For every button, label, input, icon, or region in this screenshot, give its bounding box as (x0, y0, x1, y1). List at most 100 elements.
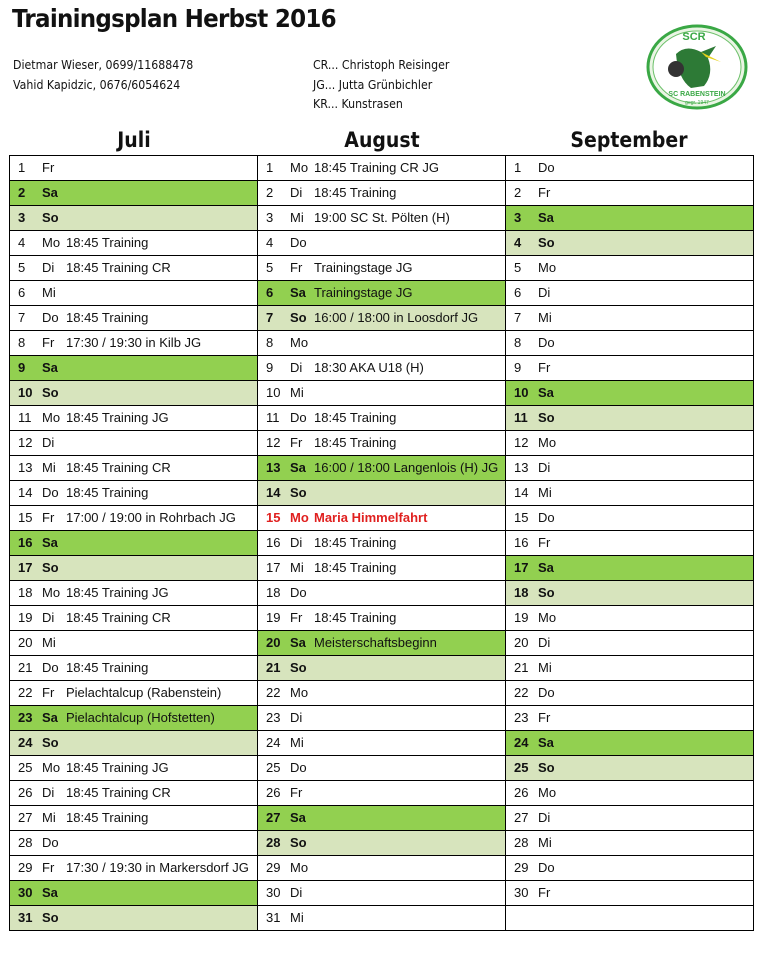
day-row: 28 Do (10, 831, 257, 856)
day-number: 8 (18, 335, 26, 350)
day-row: 11 Mo 18:45 Training JG (10, 406, 257, 431)
day-row: 31 So (10, 906, 257, 931)
day-number: 13 (266, 460, 281, 475)
day-row: 11 So (506, 406, 753, 431)
weekday: Do (538, 685, 555, 700)
day-row: 9 Di 18:30 AKA U18 (H) (258, 356, 505, 381)
weekday: Mo (290, 685, 309, 700)
day-row: 3 So (10, 206, 257, 231)
day-row: 4 Do (258, 231, 505, 256)
weekday: So (290, 660, 307, 675)
day-number: 7 (18, 310, 26, 325)
day-row: 6 Di (506, 281, 753, 306)
day-row: 24 Mi (258, 731, 505, 756)
day-number: 15 (514, 510, 529, 525)
day-row: 27 Di (506, 806, 753, 831)
day-number: 22 (18, 685, 33, 700)
day-row: 8 Mo (258, 331, 505, 356)
day-row: 6 Sa Trainingstage JG (258, 281, 505, 306)
event-text: 18:45 Training CR JG (314, 160, 440, 175)
weekday: Di (42, 260, 55, 275)
day-row: 7 So 16:00 / 18:00 in Loosdorf JG (258, 306, 505, 331)
day-number: 23 (266, 710, 281, 725)
day-number: 17 (514, 560, 529, 575)
day-row: 9 Fr (506, 356, 753, 381)
event-text: 18:45 Training (314, 185, 397, 200)
day-number: 3 (18, 210, 26, 225)
day-row: 14 So (258, 481, 505, 506)
day-row: 23 Di (258, 706, 505, 731)
day-number: 5 (266, 260, 274, 275)
day-row: 26 Fr (258, 781, 505, 806)
weekday: Sa (42, 535, 58, 550)
day-number: 12 (18, 435, 33, 450)
day-number: 27 (18, 810, 33, 825)
weekday: Mo (538, 435, 557, 450)
contacts: Dietmar Wieser, 0699/11688478 Vahid Kapi… (13, 55, 193, 94)
weekday: Di (42, 610, 55, 625)
weekday: So (42, 560, 59, 575)
weekday: Mo (290, 335, 309, 350)
event-text: 18:45 Training JG (66, 410, 169, 425)
day-row: 12 Fr 18:45 Training (258, 431, 505, 456)
day-row: 5 Mo (506, 256, 753, 281)
event-text: 18:45 Training CR (66, 785, 171, 800)
weekday: Fr (538, 885, 551, 900)
day-row: 21 So (258, 656, 505, 681)
weekday: So (538, 585, 555, 600)
weekday: Mi (290, 910, 304, 925)
weekday: Do (290, 235, 307, 250)
day-number: 15 (18, 510, 33, 525)
event-text: 17:00 / 19:00 in Rohrbach JG (66, 510, 236, 525)
day-row: 22 Fr Pielachtalcup (Rabenstein) (10, 681, 257, 706)
event-text: 16:00 / 18:00 in Loosdorf JG (314, 310, 479, 325)
day-number: 1 (266, 160, 274, 175)
day-row: 3 Mi 19:00 SC St. Pölten (H) (258, 206, 505, 231)
day-number: 25 (18, 760, 33, 775)
event-text: 18:45 Training (314, 535, 397, 550)
month-header-august: August (344, 128, 420, 152)
day-number: 22 (514, 685, 529, 700)
day-number: 26 (18, 785, 33, 800)
day-number: 26 (266, 785, 281, 800)
weekday: So (290, 310, 307, 325)
day-number: 30 (18, 885, 33, 900)
weekday: Mi (538, 660, 552, 675)
day-row: 18 Mo 18:45 Training JG (10, 581, 257, 606)
day-number: 14 (18, 485, 33, 500)
weekday: Mo (538, 260, 557, 275)
weekday: Do (42, 660, 59, 675)
day-number: 7 (514, 310, 522, 325)
day-row: 15 Do (506, 506, 753, 531)
day-number: 10 (18, 385, 33, 400)
event-text: Pielachtalcup (Rabenstein) (66, 685, 222, 700)
weekday: Mi (290, 210, 304, 225)
day-row: 4 Mo 18:45 Training (10, 231, 257, 256)
day-number: 21 (266, 660, 281, 675)
weekday: Di (538, 635, 551, 650)
weekday: So (538, 235, 555, 250)
weekday: Mi (290, 735, 304, 750)
day-number: 4 (18, 235, 26, 250)
day-number: 30 (514, 885, 529, 900)
day-number: 28 (18, 835, 33, 850)
day-row: 19 Fr 18:45 Training (258, 606, 505, 631)
day-row: 25 Mo 18:45 Training JG (10, 756, 257, 781)
day-row: 2 Fr (506, 181, 753, 206)
event-text: 17:30 / 19:30 in Markersdorf JG (66, 860, 249, 875)
day-number: 9 (266, 360, 274, 375)
day-row: 7 Mi (506, 306, 753, 331)
event-text: 18:45 Training (314, 610, 397, 625)
day-number: 8 (514, 335, 522, 350)
event-text: 17:30 / 19:30 in Kilb JG (66, 335, 202, 350)
event-text: 18:45 Training (314, 410, 397, 425)
legend-line: JG... Jutta Grünbichler (313, 76, 433, 92)
day-row: 21 Mi (506, 656, 753, 681)
day-number: 20 (514, 635, 529, 650)
day-number: 2 (18, 185, 26, 200)
day-row: 1 Fr (10, 156, 257, 181)
day-number: 6 (266, 285, 274, 300)
weekday: So (538, 410, 555, 425)
weekday: Mo (538, 785, 557, 800)
weekday: Mi (42, 810, 56, 825)
